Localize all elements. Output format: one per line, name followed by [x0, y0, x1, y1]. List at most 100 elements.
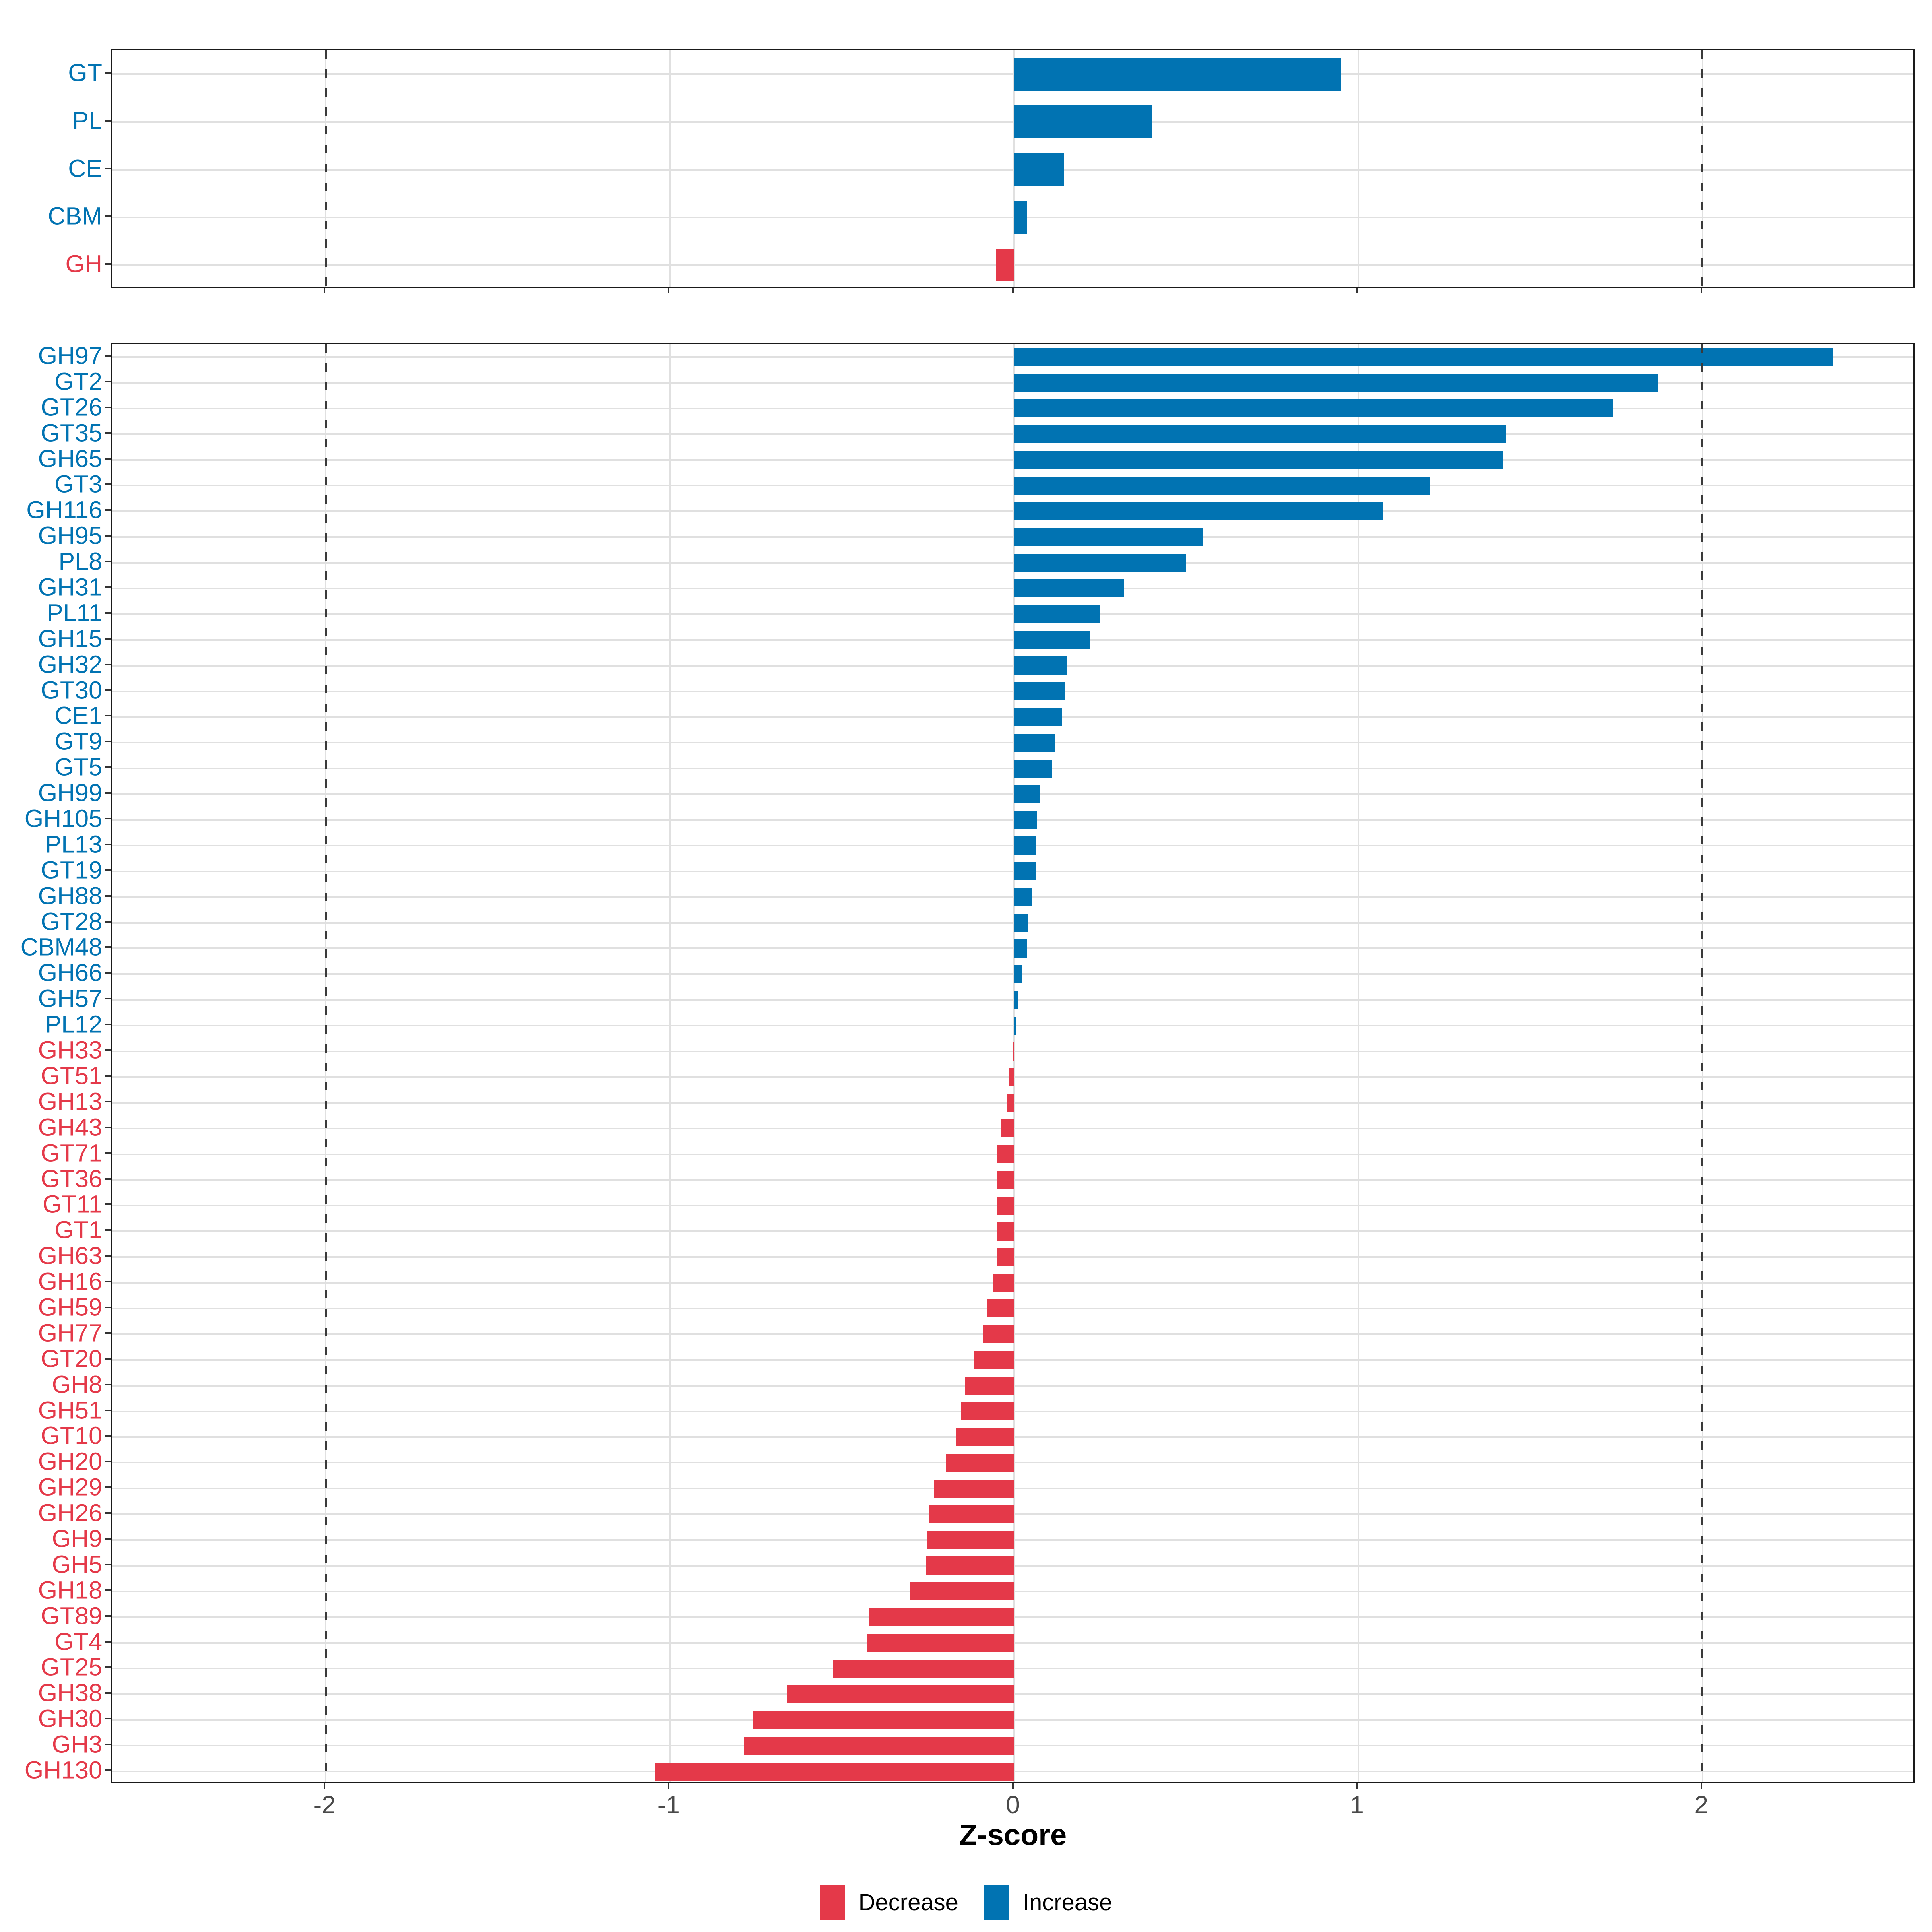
category-label: GT20: [41, 1345, 102, 1373]
dashed-threshold-line: [324, 344, 327, 1782]
x-tick-mark: [1700, 288, 1702, 293]
dashed-threshold-line: [324, 50, 327, 287]
bar-gh63: [997, 1248, 1014, 1266]
panel-cazyme-classes: [111, 49, 1915, 288]
x-tick-mark: [668, 288, 670, 293]
y-tick-mark: [105, 895, 111, 897]
category-label: CBM48: [20, 933, 102, 961]
bar-gh77: [982, 1325, 1014, 1344]
v-gridline: [669, 50, 671, 287]
h-gridline: [112, 407, 1913, 409]
bar-gh15: [1014, 631, 1090, 649]
bar-gh32: [1014, 656, 1068, 675]
dashed-threshold-line: [1701, 344, 1704, 1782]
x-axis-title: Z-score: [959, 1818, 1067, 1852]
category-label: CE1: [54, 702, 102, 729]
y-tick-mark: [105, 1769, 111, 1771]
category-label: CBM: [47, 202, 102, 230]
legend-swatch-decrease-icon: [819, 1885, 845, 1920]
legend-swatch-increase-icon: [984, 1885, 1009, 1920]
h-gridline: [112, 587, 1913, 589]
category-label: GT: [68, 59, 102, 87]
h-gridline: [112, 742, 1913, 744]
legend-label-decrease: Decrease: [858, 1889, 958, 1915]
y-tick-mark: [105, 561, 111, 563]
category-label: GT3: [54, 470, 102, 498]
bar-gh30: [752, 1711, 1014, 1729]
bar-gt4: [867, 1634, 1014, 1652]
h-gridline: [112, 819, 1913, 821]
bar-gh31: [1014, 579, 1125, 598]
x-tick-label: 0: [1006, 1791, 1020, 1819]
y-tick-mark: [105, 1229, 111, 1231]
h-gridline: [112, 690, 1913, 692]
y-tick-mark: [105, 638, 111, 640]
h-gridline: [112, 562, 1913, 564]
x-tick-mark: [668, 1783, 670, 1789]
category-label: GT36: [41, 1165, 102, 1193]
category-label: GT30: [41, 676, 102, 704]
x-tick-mark: [1356, 288, 1358, 293]
legend-label-increase: Increase: [1022, 1889, 1113, 1915]
y-tick-mark: [105, 1563, 111, 1565]
h-gridline: [112, 1025, 1913, 1027]
h-gridline: [112, 947, 1913, 949]
h-gridline: [112, 896, 1913, 898]
category-label: GH99: [38, 779, 102, 807]
bar-gh26: [929, 1505, 1014, 1523]
y-tick-mark: [105, 1100, 111, 1102]
bar-gh33: [1013, 1042, 1014, 1061]
y-tick-mark: [105, 1744, 111, 1746]
category-label: GH16: [38, 1267, 102, 1295]
y-tick-mark: [105, 1255, 111, 1257]
bar-gh51: [960, 1402, 1014, 1421]
category-label: GT89: [41, 1602, 102, 1630]
bar-gt2: [1014, 374, 1658, 392]
category-label: GH59: [38, 1293, 102, 1321]
bar-gh99: [1014, 785, 1041, 803]
bar-pl13: [1014, 836, 1037, 855]
y-tick-mark: [105, 843, 111, 845]
bar-ce1: [1014, 708, 1063, 726]
category-label: GH116: [26, 496, 102, 524]
h-gridline: [112, 999, 1913, 1001]
y-tick-mark: [105, 1024, 111, 1026]
bar-gt20: [973, 1351, 1014, 1369]
y-tick-mark: [105, 663, 111, 665]
bar-gh20: [946, 1453, 1014, 1472]
y-tick-mark: [105, 1203, 111, 1205]
category-label: GT51: [41, 1062, 102, 1090]
bar-gh105: [1014, 811, 1037, 829]
category-label: GH: [65, 250, 103, 278]
y-tick-mark: [105, 1589, 111, 1591]
category-label: GT10: [41, 1422, 102, 1449]
category-label: GT1: [54, 1216, 102, 1244]
y-tick-mark: [105, 263, 111, 265]
y-tick-mark: [105, 1049, 111, 1051]
bar-gh: [996, 249, 1014, 282]
bar-cbm: [1014, 201, 1027, 234]
category-label: GH95: [38, 522, 102, 549]
bar-pl12: [1014, 1016, 1016, 1035]
category-label: GH26: [38, 1499, 102, 1527]
x-tick-mark: [324, 1783, 326, 1789]
bar-gh65: [1014, 451, 1503, 469]
category-label: GT35: [41, 419, 102, 447]
y-tick-mark: [105, 1383, 111, 1385]
bar-gt9: [1014, 733, 1056, 752]
v-gridline: [1013, 344, 1015, 1782]
bar-gt36: [997, 1171, 1014, 1189]
x-tick-label: -2: [313, 1791, 336, 1819]
y-tick-mark: [105, 946, 111, 948]
category-label: GH3: [52, 1730, 102, 1758]
category-label: GH65: [38, 445, 102, 473]
bar-gt30: [1014, 682, 1065, 701]
category-label: GH43: [38, 1113, 102, 1141]
bar-gh130: [655, 1762, 1014, 1781]
category-label: GH9: [52, 1525, 102, 1552]
category-label: GH5: [52, 1550, 102, 1578]
y-tick-mark: [105, 380, 111, 382]
y-tick-mark: [105, 1178, 111, 1180]
legend-item-increase: Increase: [984, 1885, 1112, 1920]
